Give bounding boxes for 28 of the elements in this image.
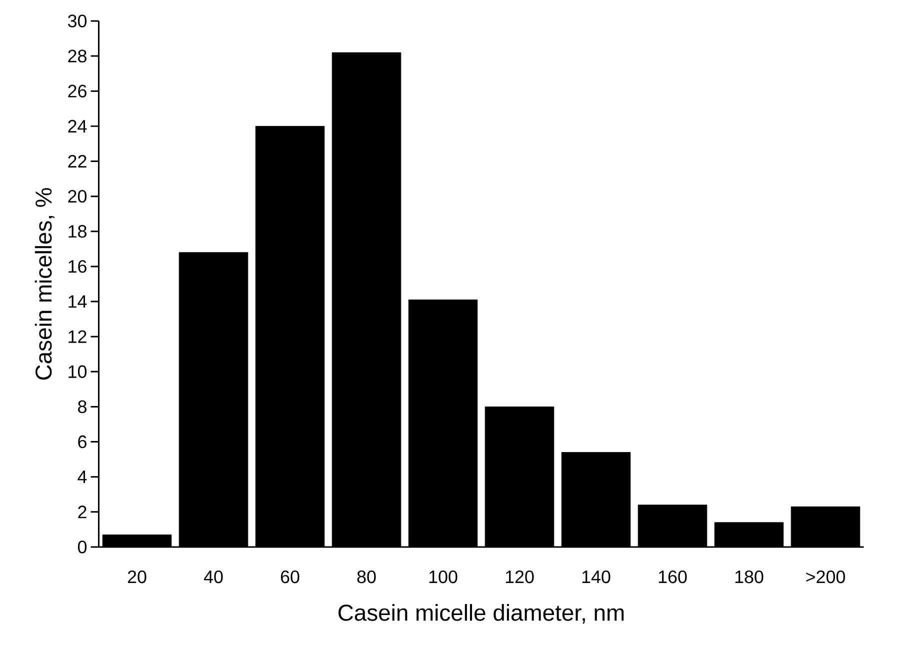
x-tick-label: 40 (204, 570, 223, 584)
y-tick-label: 6 (78, 435, 86, 448)
y-tick-label: 14 (68, 295, 87, 308)
y-axis-title: Casein micelles, % (34, 188, 54, 380)
y-tick-label: 22 (68, 154, 86, 168)
x-tick-label: 100 (429, 570, 458, 584)
y-tick-label: 18 (68, 225, 86, 238)
y-tick-label: 0 (78, 540, 87, 554)
x-axis-title: Casein micelle diameter, nm (338, 604, 624, 624)
y-tick-label: 20 (68, 190, 87, 203)
y-tick-label: 30 (68, 14, 87, 28)
y-tick-label: 12 (68, 330, 86, 343)
y-tick-label: 4 (78, 470, 87, 484)
x-tick-label: >200 (806, 570, 846, 584)
y-tick-label: 16 (68, 260, 86, 273)
x-tick-label: 160 (658, 570, 687, 584)
x-tick-label: 180 (735, 570, 764, 584)
x-tick-label: 80 (357, 570, 376, 584)
y-tick-label: 8 (78, 400, 86, 414)
y-tick-label: 24 (68, 120, 87, 132)
y-tick-label: 2 (78, 506, 86, 518)
x-tick-label: 60 (280, 570, 300, 584)
x-tick-label: 120 (506, 570, 534, 584)
y-tick-label: 10 (68, 365, 87, 378)
x-tick-label: 20 (128, 570, 146, 584)
y-tick-label: 26 (68, 84, 86, 98)
y-tick-label: 28 (68, 50, 86, 62)
x-tick-label: 140 (582, 570, 610, 584)
